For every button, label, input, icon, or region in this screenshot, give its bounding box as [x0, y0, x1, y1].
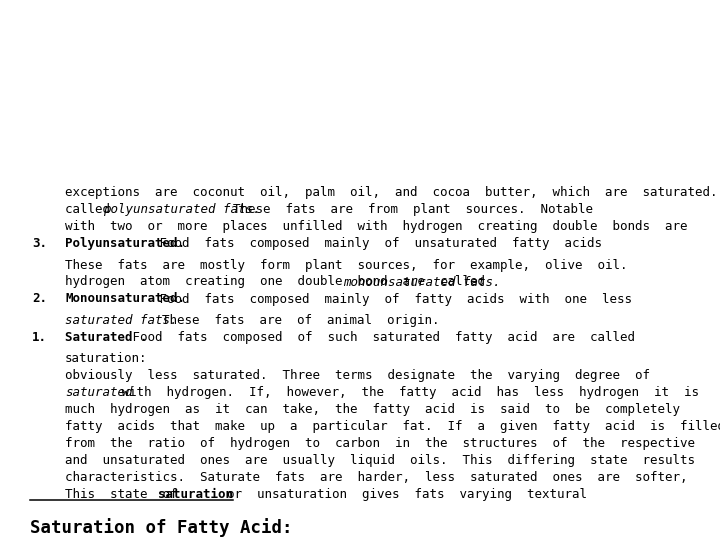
Text: much  hydrogen  as  it  can  take,  the  fatty  acid  is  said  to  be  complete: much hydrogen as it can take, the fatty …: [65, 403, 680, 416]
Text: These  fats  are  from  plant  sources.  Notable: These fats are from plant sources. Notab…: [217, 203, 593, 216]
Text: These  fats  are  of  animal  origin.: These fats are of animal origin.: [147, 314, 439, 327]
Text: from  the  ratio  of  hydrogen  to  carbon  in  the  structures  of  the  respec: from the ratio of hydrogen to carbon in …: [65, 437, 695, 450]
Text: fatty  acids  that  make  up  a  particular  fat.  If  a  given  fatty  acid  is: fatty acids that make up a particular fa…: [65, 420, 720, 433]
Text: called: called: [65, 203, 125, 216]
Text: saturated: saturated: [65, 386, 132, 399]
Text: or  unsaturation  gives  fats  varying  textural: or unsaturation gives fats varying textu…: [212, 488, 587, 501]
Text: 2.: 2.: [32, 293, 47, 306]
Text: Monounsaturated.: Monounsaturated.: [65, 293, 185, 306]
Text: exceptions  are  coconut  oil,  palm  oil,  and  cocoa  butter,  which  are  sat: exceptions are coconut oil, palm oil, an…: [65, 186, 718, 199]
Text: saturated fats.: saturated fats.: [65, 314, 178, 327]
Text: saturation: saturation: [158, 488, 233, 501]
Text: hydrogen  atom  creating  one  double  bond  are  called: hydrogen atom creating one double bond a…: [65, 275, 500, 288]
Text: These  fats  are  mostly  form  plant  sources,  for  example,  olive  oil.: These fats are mostly form plant sources…: [65, 259, 628, 272]
Text: obviously  less  saturated.  Three  terms  designate  the  varying  degree  of: obviously less saturated. Three terms de…: [65, 369, 650, 382]
Text: 3.: 3.: [32, 237, 47, 250]
Text: Food  fats  composed  mainly  of  unsaturated  fatty  acids: Food fats composed mainly of unsaturated…: [152, 237, 602, 250]
Text: 1.: 1.: [32, 330, 47, 344]
Text: Food  fats  composed  mainly  of  fatty  acids  with  one  less: Food fats composed mainly of fatty acids…: [152, 293, 632, 306]
Text: saturation:: saturation:: [65, 352, 148, 365]
Text: with  hydrogen.  If,  however,  the  fatty  acid  has  less  hydrogen  it  is: with hydrogen. If, however, the fatty ac…: [114, 386, 699, 399]
Text: Saturation of Fatty Acid:: Saturation of Fatty Acid:: [30, 518, 292, 537]
Text: and  unsaturated  ones  are  usually  liquid  oils.  This  differing  state  res: and unsaturated ones are usually liquid …: [65, 454, 695, 467]
Text: monounsaturated fats.: monounsaturated fats.: [343, 275, 500, 288]
Text: with  two  or  more  places  unfilled  with  hydrogen  creating  double  bonds  : with two or more places unfilled with hy…: [65, 220, 688, 233]
Text: This  state  of: This state of: [65, 488, 192, 501]
Text: Saturated .: Saturated .: [65, 330, 148, 344]
Text: characteristics.  Saturate  fats  are  harder,  less  saturated  ones  are  soft: characteristics. Saturate fats are harde…: [65, 471, 688, 484]
Text: Food  fats  composed  of  such  saturated  fatty  acid  are  called: Food fats composed of such saturated fat…: [125, 330, 635, 344]
Text: polyunsaturated fats.: polyunsaturated fats.: [103, 203, 261, 216]
Text: Polyunsaturated.: Polyunsaturated.: [65, 237, 185, 250]
